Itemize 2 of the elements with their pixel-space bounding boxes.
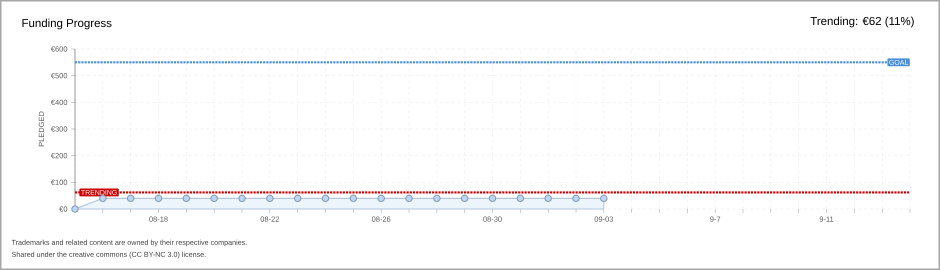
chart-title: Funding Progress	[22, 18, 112, 30]
text: Trending: €62 (11%)	[810, 16, 914, 28]
